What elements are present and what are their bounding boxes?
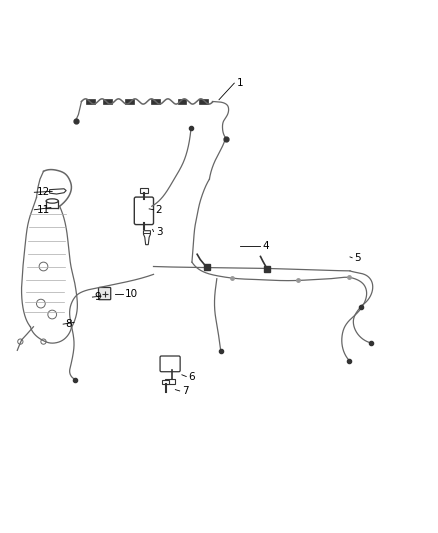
Text: 12: 12 <box>36 187 50 197</box>
Text: 4: 4 <box>263 240 269 251</box>
FancyBboxPatch shape <box>199 99 208 104</box>
FancyBboxPatch shape <box>86 99 95 104</box>
Text: 6: 6 <box>188 372 195 382</box>
FancyBboxPatch shape <box>177 99 186 104</box>
Text: 10: 10 <box>125 288 138 298</box>
Text: 7: 7 <box>182 386 188 396</box>
Text: 11: 11 <box>36 205 50 215</box>
Text: 3: 3 <box>155 227 162 237</box>
Text: 1: 1 <box>237 78 243 88</box>
Text: 2: 2 <box>155 205 162 215</box>
Text: 9: 9 <box>95 292 101 302</box>
FancyBboxPatch shape <box>103 99 112 104</box>
Text: 8: 8 <box>65 319 72 329</box>
FancyBboxPatch shape <box>140 188 148 193</box>
Text: 5: 5 <box>354 253 361 263</box>
FancyBboxPatch shape <box>162 380 169 384</box>
FancyBboxPatch shape <box>151 99 160 104</box>
FancyBboxPatch shape <box>134 197 153 224</box>
FancyBboxPatch shape <box>99 287 111 300</box>
FancyBboxPatch shape <box>160 356 180 372</box>
FancyBboxPatch shape <box>125 99 134 104</box>
FancyBboxPatch shape <box>165 379 175 384</box>
